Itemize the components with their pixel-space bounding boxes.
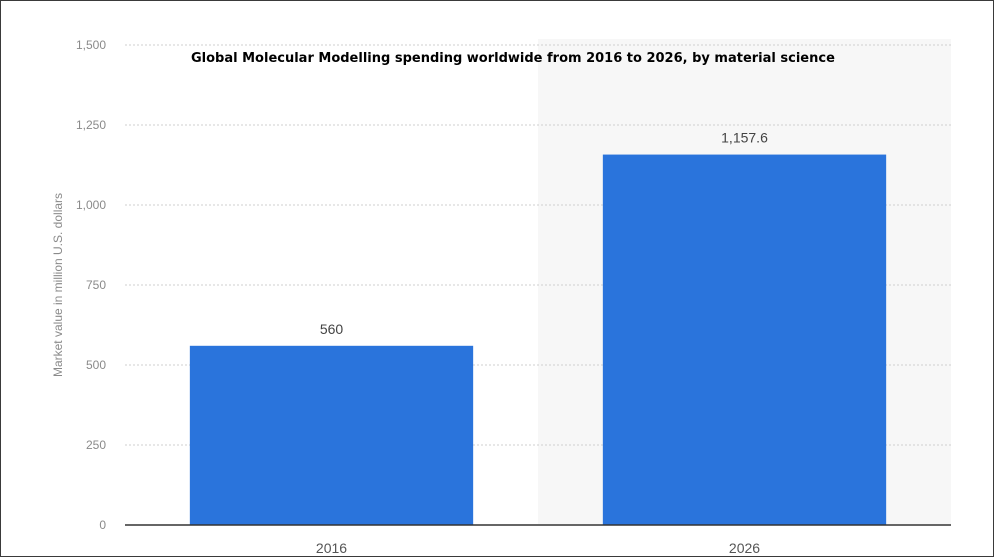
category-label-2016: 2016 — [316, 540, 347, 556]
y-tick-label: 0 — [99, 518, 106, 532]
value-labels: 560 1,157.6 — [320, 130, 768, 337]
y-tick-labels: 0 250 500 750 1,000 1,250 1,500 — [76, 38, 106, 532]
y-axis-title: Market value in million U.S. dollars — [51, 193, 65, 377]
y-tick-label: 500 — [86, 358, 106, 372]
y-tick-label: 1,500 — [76, 38, 106, 52]
value-label-2026: 1,157.6 — [721, 130, 768, 146]
bar-2026 — [602, 154, 887, 525]
y-tick-label: 1,250 — [76, 118, 106, 132]
bar-2016 — [189, 345, 474, 525]
chart-title: Global Molecular Modelling spending worl… — [191, 51, 835, 66]
category-labels: 2016 2026 — [316, 540, 760, 556]
value-label-2016: 560 — [320, 321, 344, 337]
category-label-2026: 2026 — [729, 540, 760, 556]
bars — [189, 154, 887, 525]
y-tick-label: 750 — [86, 278, 106, 292]
y-tick-label: 250 — [86, 438, 106, 452]
y-tick-label: 1,000 — [76, 198, 106, 212]
